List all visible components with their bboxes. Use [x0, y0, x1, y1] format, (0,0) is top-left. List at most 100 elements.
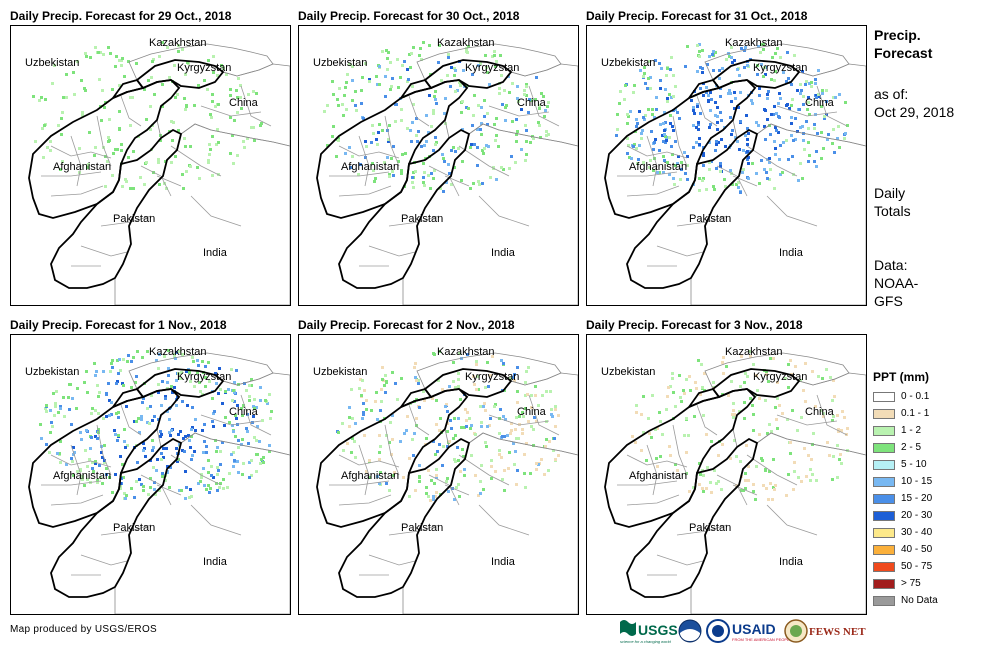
- admin-boundary: [626, 145, 688, 159]
- usaid-text: USAID: [732, 621, 776, 637]
- admin-boundary: [646, 444, 658, 496]
- admin-boundary: [338, 454, 400, 468]
- map-frame: Kazakhstan Uzbekistan Kyrgyzstan China Afgha…: [298, 25, 579, 306]
- legend-swatch: [873, 442, 895, 453]
- precip-overlay: [336, 350, 560, 502]
- map-label-kyrgyzstan: Kyrgyzstan: [177, 371, 231, 383]
- map-label-kazakhstan: Kazakhstan: [149, 37, 206, 49]
- country-border-tjk: [686, 78, 721, 101]
- panel-title: Daily Precip. Forecast for 3 Nov., 2018: [586, 318, 803, 332]
- admin-boundary: [488, 105, 550, 117]
- map-label-afghanistan: Afghanistan: [53, 161, 111, 173]
- admin-boundary: [96, 115, 112, 167]
- panel-title: Daily Precip. Forecast for 2 Nov., 2018: [298, 318, 515, 332]
- forecast-title-line2: Forecast: [874, 45, 933, 61]
- country-border-kgz: [423, 59, 513, 90]
- map-svg: Kazakhstan Uzbekistan Kyrgyzstan China Afgha…: [299, 335, 578, 614]
- legend-item: 5 - 10: [873, 456, 973, 473]
- daily-totals-line2: Totals: [874, 203, 911, 219]
- admin-boundary: [329, 480, 390, 486]
- legend-swatch: [873, 544, 895, 555]
- admin-boundary: [200, 414, 262, 426]
- admin-boundary: [80, 554, 128, 566]
- admin-boundary: [626, 185, 680, 197]
- legend-label: 20 - 30: [901, 510, 933, 521]
- map-label-uzbekistan: Uzbekistan: [25, 366, 79, 378]
- daily-totals-note: Daily Totals: [874, 184, 911, 220]
- admin-boundary: [120, 95, 142, 127]
- admin-boundary: [626, 494, 680, 506]
- admin-boundary: [358, 135, 370, 187]
- admin-boundary: [696, 95, 718, 127]
- admin-boundary: [478, 504, 530, 536]
- data-source: Data: NOAA- GFS: [874, 256, 918, 310]
- map-label-afghanistan: Afghanistan: [341, 161, 399, 173]
- legend-label: 0.1 - 1: [901, 408, 930, 419]
- admin-boundary: [776, 414, 838, 426]
- map-label-kazakhstan: Kazakhstan: [725, 346, 782, 358]
- map-panel-3-nov: Daily Precip. Forecast for 3 Nov., 2018 …: [586, 316, 867, 616]
- map-background: [299, 26, 578, 305]
- country-border-pak: [626, 128, 759, 289]
- legend-item: No Data: [873, 592, 973, 609]
- country-border-kgz: [711, 59, 801, 90]
- map-background: [11, 26, 290, 305]
- admin-boundary: [190, 195, 242, 227]
- legend-swatch: [873, 561, 895, 572]
- usaid-logo: USAID FROM THE AMERICAN PEOPLE: [706, 619, 792, 643]
- map-label-kyrgyzstan: Kyrgyzstan: [177, 62, 231, 74]
- admin-boundary: [240, 394, 272, 436]
- map-label-pakistan: Pakistan: [113, 522, 155, 534]
- as-of-date: as of: Oct 29, 2018: [874, 85, 954, 121]
- logos-svg: USGS science for a changing world USAID …: [620, 619, 866, 644]
- admin-boundary: [41, 480, 102, 486]
- admin-boundary: [458, 454, 510, 486]
- admin-boundary: [368, 245, 416, 257]
- admin-boundary: [617, 171, 678, 177]
- map-panel-31-oct: Daily Precip. Forecast for 31 Oct., 2018…: [586, 7, 867, 307]
- map-panel-2-nov: Daily Precip. Forecast for 2 Nov., 2018 …: [298, 316, 579, 616]
- usgs-logo: USGS science for a changing world: [620, 620, 678, 644]
- map-label-kazakhstan: Kazakhstan: [149, 346, 206, 358]
- admin-boundary: [50, 185, 104, 197]
- legend-item: 10 - 15: [873, 473, 973, 490]
- map-frame: Kazakhstan Uzbekistan Kyrgyzstan China Afgha…: [586, 25, 867, 306]
- legend-item: 15 - 20: [873, 490, 973, 507]
- admin-boundary: [746, 454, 798, 486]
- map-svg: Kazakhstan Uzbekistan Kyrgyzstan China Afgha…: [11, 26, 290, 305]
- legend-item: 30 - 40: [873, 524, 973, 541]
- usgs-tagline: science for a changing world: [620, 639, 671, 644]
- map-label-pakistan: Pakistan: [401, 213, 443, 225]
- admin-boundary: [672, 424, 688, 476]
- country-border-tjk: [398, 387, 433, 410]
- map-label-kyrgyzstan: Kyrgyzstan: [465, 371, 519, 383]
- map-label-uzbekistan: Uzbekistan: [601, 366, 655, 378]
- country-border-tjk: [110, 387, 145, 410]
- map-credit: Map produced by USGS/EROS: [10, 624, 158, 635]
- admin-boundary: [408, 95, 430, 127]
- map-svg: Kazakhstan Uzbekistan Kyrgyzstan China Afgha…: [587, 26, 866, 305]
- map-svg: Kazakhstan Uzbekistan Kyrgyzstan China Afgha…: [587, 335, 866, 614]
- ppt-legend: PPT (mm) 0 - 0.1 0.1 - 1 1 - 2 2 - 5 5 - 10 1…: [873, 370, 973, 609]
- country-border-kgz: [135, 368, 225, 399]
- map-label-china: China: [805, 97, 835, 109]
- country-border-pak: [50, 128, 183, 289]
- admin-boundary: [80, 245, 128, 257]
- admin-boundary: [816, 85, 848, 127]
- map-label-pakistan: Pakistan: [689, 522, 731, 534]
- legend-label: 2 - 5: [901, 442, 922, 453]
- admin-boundary: [50, 494, 104, 506]
- map-label-china: China: [229, 406, 259, 418]
- admin-boundary: [50, 145, 112, 159]
- country-border-kgz: [135, 59, 225, 90]
- legend-label: 15 - 20: [901, 493, 933, 504]
- country-border-tjk: [686, 387, 721, 410]
- map-frame: Kazakhstan Uzbekistan Kyrgyzstan China Afgha…: [10, 334, 291, 615]
- forecast-title: Precip. Forecast: [874, 26, 932, 62]
- admin-boundary: [70, 444, 82, 496]
- legend-label: 10 - 15: [901, 476, 933, 487]
- admin-boundary: [478, 195, 530, 227]
- precip-overlay: [323, 41, 550, 193]
- map-label-india: India: [491, 247, 516, 259]
- admin-boundary: [358, 444, 370, 496]
